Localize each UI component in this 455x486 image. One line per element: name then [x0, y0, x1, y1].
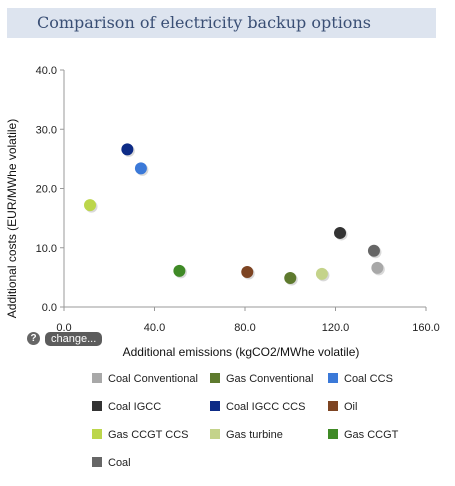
- x-tick-label: 160.0: [412, 322, 440, 334]
- legend-swatch: [328, 373, 338, 383]
- data-point-oil: [241, 266, 254, 279]
- legend-label: Oil: [344, 401, 358, 413]
- legend-label: Gas CCGT CCS: [108, 429, 189, 441]
- y-tick-label: 20.0: [36, 184, 57, 196]
- legend-swatch: [92, 457, 102, 467]
- y-tick-label: 10.0: [36, 243, 57, 255]
- y-tick-label: 0.0: [42, 302, 57, 314]
- x-tick-label: 120.0: [322, 322, 350, 334]
- legend-swatch: [210, 373, 220, 383]
- x-tick-label: 40.0: [144, 322, 165, 334]
- legend-item-coal-ccs[interactable]: Coal CCS: [328, 373, 393, 385]
- change-button[interactable]: change...: [45, 332, 103, 346]
- legend-item-gas-conventional[interactable]: Gas Conventional: [210, 373, 313, 385]
- legend-swatch: [328, 401, 338, 411]
- data-point-coal: [367, 244, 380, 257]
- legend-label: Coal Conventional: [108, 373, 198, 385]
- help-icon[interactable]: ?: [27, 332, 40, 345]
- legend-item-coal-igcc[interactable]: Coal IGCC: [92, 401, 161, 413]
- legend-label: Gas CCGT: [344, 429, 399, 441]
- y-tick-label: 40.0: [36, 65, 57, 77]
- legend-item-gas-ccgt[interactable]: Gas CCGT: [328, 429, 398, 441]
- title-bar: Comparison of electricity backup options: [7, 8, 436, 38]
- legend-swatch: [92, 373, 102, 383]
- x-tick-label: 0.0: [56, 322, 71, 334]
- legend-item-gas-ccgt-ccs[interactable]: Gas CCGT CCS: [92, 429, 188, 441]
- legend-item-coal-igcc-ccs[interactable]: Coal IGCC CCS: [210, 401, 305, 413]
- data-point-coal-igcc: [334, 226, 347, 239]
- data-point-gas-ccgt: [173, 264, 186, 277]
- y-axis-title: Additional costs (EUR/MWhe volatile): [5, 119, 19, 318]
- x-axis-title: Additional emissions (kgCO2/MWhe volatil…: [123, 345, 360, 359]
- page-title: Comparison of electricity backup options: [37, 13, 371, 32]
- x-tick-label: 80.0: [234, 322, 255, 334]
- data-point-coal-conventional: [371, 261, 384, 274]
- legend-swatch: [210, 429, 220, 439]
- legend-item-coal[interactable]: Coal: [92, 457, 131, 469]
- legend-label: Coal: [108, 457, 131, 469]
- legend-swatch: [328, 429, 338, 439]
- data-point-gas-conventional: [284, 271, 297, 284]
- legend-label: Coal IGCC: [108, 401, 162, 413]
- y-tick-label: 30.0: [36, 124, 57, 136]
- data-point-gas-ccgt-ccs: [84, 199, 97, 212]
- legend-swatch: [92, 429, 102, 439]
- data-point-coal-ccs: [134, 162, 147, 175]
- legend-label: Coal IGCC CCS: [226, 401, 306, 413]
- legend-swatch: [210, 401, 220, 411]
- legend-item-oil[interactable]: Oil: [328, 401, 357, 413]
- legend-label: Gas turbine: [226, 429, 283, 441]
- legend-label: Gas Conventional: [226, 373, 314, 385]
- legend-swatch: [92, 401, 102, 411]
- scatter-chart: 0.0 10.0 20.0 30.0 40.0 0.0 40.0 80.0 120.0 160.0…: [5, 65, 440, 359]
- data-point-gas-turbine: [315, 267, 328, 280]
- legend-item-gas-turbine[interactable]: Gas turbine: [210, 429, 283, 441]
- data-point-coal-igcc-ccs: [121, 143, 134, 156]
- legend-item-coal-conventional[interactable]: Coal Conventional: [92, 373, 198, 385]
- legend-label: Coal CCS: [344, 373, 393, 385]
